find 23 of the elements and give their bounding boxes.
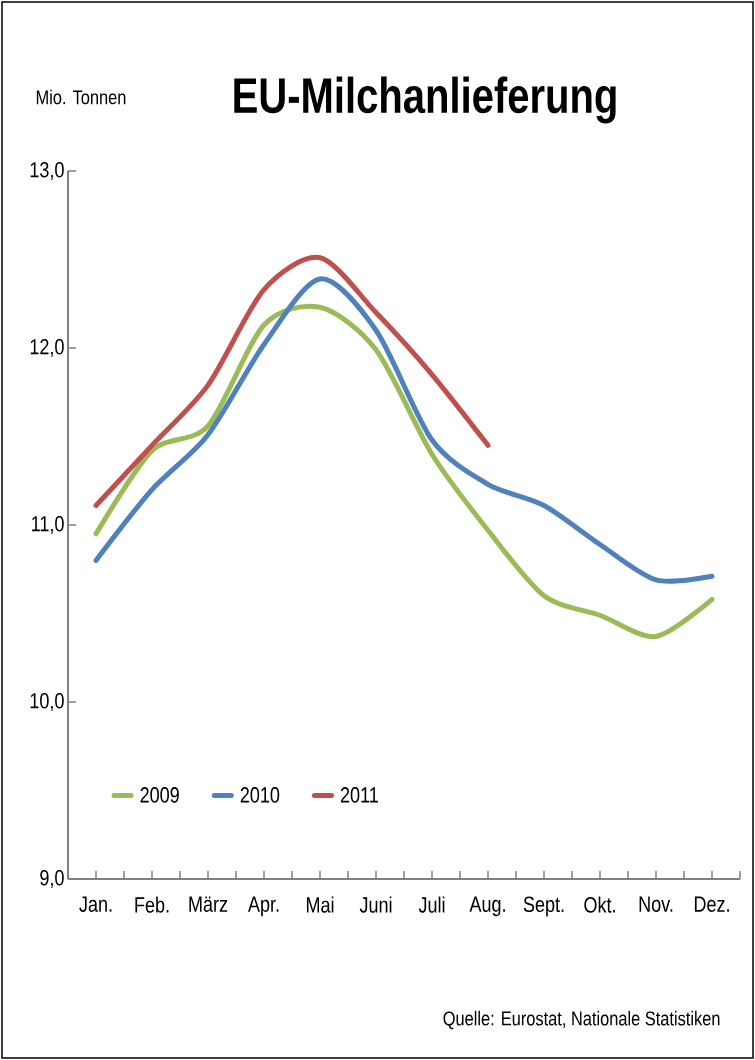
source-note: Quelle: Eurostat, Nationale Statistiken (443, 1010, 720, 1030)
x-tick-label: Apr. (247, 896, 279, 917)
y-tick-label: 9,0 (40, 869, 64, 889)
x-tick-label: Dez. (694, 896, 729, 912)
x-tick-label: Mai (306, 896, 334, 913)
y-tick-label: 12,0 (30, 338, 64, 358)
y-axis-title: Mio. Tonnen (36, 89, 126, 105)
y-tick-label: 11,0 (32, 515, 64, 535)
x-tick-label: Sept. (523, 896, 564, 917)
x-tick-label: Juni (359, 896, 392, 913)
x-tick-label: März (189, 896, 228, 912)
chart-title: EU-Milchanlieferung (234, 76, 616, 124)
x-tick-label: Feb. (135, 896, 169, 913)
x-tick-label: Nov. (639, 896, 673, 912)
y-tick-label: 13,0 (30, 161, 64, 181)
legend-label: 2011 (340, 787, 378, 803)
x-tick-label: Aug. (469, 896, 505, 917)
x-tick-label: Juli (418, 896, 445, 913)
x-tick-label: Okt. (584, 896, 615, 913)
x-tick-label: Jan. (79, 896, 112, 912)
legend-label: 2010 (240, 787, 280, 803)
y-tick-label: 10,0 (30, 692, 64, 712)
legend-label: 2009 (140, 787, 179, 803)
